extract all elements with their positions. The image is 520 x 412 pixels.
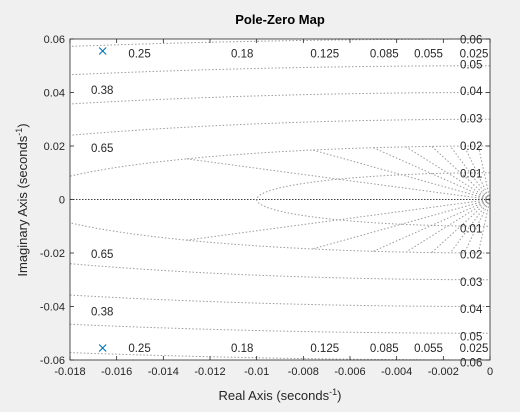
x-tick-label-2: -0.014 [148,366,179,378]
damping-ray-5-upper [449,145,490,200]
damping-ray-1-lower [312,199,490,250]
frequency-label-8: 0.03 [460,277,482,289]
frequency-label-7: 0.02 [460,249,482,261]
damping-ray-6-lower [463,199,490,254]
pole-stroke-b [98,47,107,55]
frequency-label-11: 0.06 [460,358,482,370]
x-axis-label-end: ) [337,388,341,403]
x-tick-label-4: -0.01 [244,366,269,378]
damping-label-2: 0.125 [310,49,339,61]
damping-label-0: 0.25 [128,49,150,61]
y-axis-label-main: Imaginary Axis (seconds [15,135,30,276]
frequency-label-1: 0.05 [460,59,482,71]
chart-title: Pole-Zero Map [235,12,325,27]
x-tick-label-5: -0.008 [288,366,319,378]
y-tick-label-5: 0.04 [44,88,65,100]
damping-label-4: 0.055 [414,49,443,61]
x-tick-label-1: -0.016 [101,366,132,378]
damping-ray-4-lower [431,199,490,253]
damping-ray-6-upper [463,145,490,200]
pole-stroke-b [98,344,107,352]
y-tick-label-1: -0.04 [40,302,65,314]
damping-label-10: 0.25 [128,343,150,355]
damping-label-9: 0.38 [91,306,113,318]
damping-label-7: 0.65 [91,143,113,155]
frequency-label-0: 0.06 [460,35,482,47]
frequency-label-9: 0.04 [460,304,483,316]
y-tick-label-0: -0.06 [40,355,65,367]
y-tick-label-6: 0.06 [44,34,65,46]
damping-ray-0-upper [373,147,490,200]
damping-label-13: 0.085 [370,343,399,355]
damping-label-8: 0.65 [91,249,113,261]
damping-label-5: 0.025 [460,49,489,61]
frequency-label-6: 0.01 [460,223,482,235]
x-tick-label-0: -0.018 [54,366,85,378]
x-tick-label-8: -0.002 [428,366,459,378]
damping-label-15: 0.025 [460,343,489,355]
y-axis-label-sup: -1 [14,128,24,136]
x-tick-label-3: -0.012 [194,366,225,378]
damping-ray-5-lower [449,199,490,254]
frequency-label-3: 0.03 [460,113,482,125]
frequency-arc-2 [70,118,490,281]
grid-layer [70,39,490,360]
frequency-arc-1 [70,145,490,254]
pole-marker-1 [98,344,107,352]
y-axis-label-end: ) [15,123,30,127]
y-tick-label-4: 0.02 [44,141,65,153]
y-tick-label-3: 0 [59,195,65,207]
y-axis-label: Imaginary Axis (seconds-1) [14,123,30,276]
tick-layer: -0.018 -0.016 -0.014 -0.012 -0.01 -0.008 -0.00… [40,34,493,378]
damping-label-12: 0.125 [310,343,339,355]
damping-ray-7-upper [477,145,490,200]
x-tick-label-9: 0 [487,366,493,378]
damping-label-14: 0.055 [414,343,443,355]
x-axis-label: Real Axis (seconds-1) [219,387,342,403]
damping-ray-7-lower [477,199,490,254]
x-tick-label-6: -0.006 [334,366,365,378]
pole-marker-0 [98,47,107,55]
damping-label-3: 0.085 [370,49,399,61]
x-tick-label-7: -0.004 [381,366,412,378]
x-axis-label-sup: -1 [329,387,337,397]
frequency-label-5: 0.01 [460,168,482,180]
pole-marker-layer [98,47,107,352]
y-tick-label-2: -0.02 [40,248,65,260]
frequency-label-4: 0.02 [460,141,482,153]
damping-label-11: 0.18 [231,343,253,355]
damping-label-6: 0.38 [91,85,113,97]
grid-label-layer: 0.25 0.18 0.125 0.085 0.055 0.025 0.38 0.65 0.65… [91,35,488,370]
frequency-label-10: 0.05 [460,331,482,343]
damping-label-1: 0.18 [231,49,253,61]
frequency-label-2: 0.04 [460,86,483,98]
x-axis-label-main: Real Axis (seconds [219,388,330,403]
frequency-arc-0 [256,172,490,227]
